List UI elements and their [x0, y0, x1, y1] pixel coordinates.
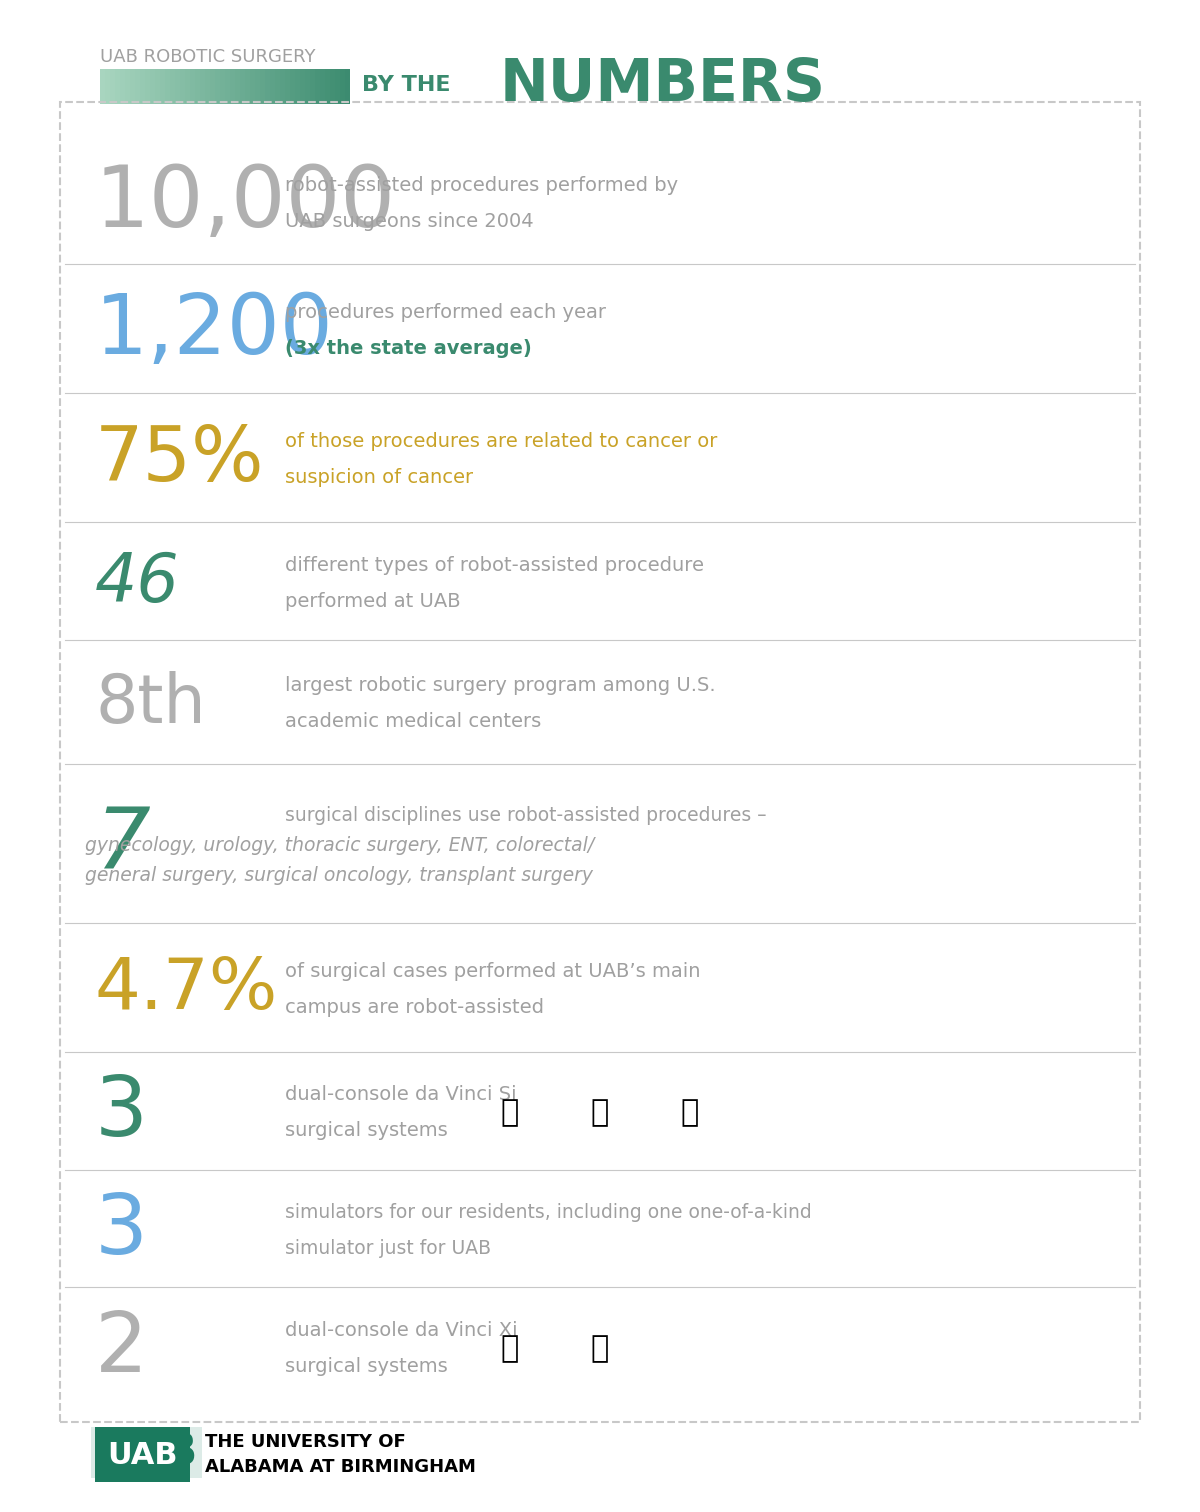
Bar [320, 70, 325, 104]
Text: 8th: 8th [95, 671, 205, 736]
Bar [134, 70, 140, 104]
Bar [125, 70, 130, 104]
Bar [194, 70, 200, 104]
Bar [335, 70, 340, 104]
Text: THE UNIVERSITY OF: THE UNIVERSITY OF [205, 1433, 406, 1452]
Text: UAB: UAB [95, 1430, 198, 1474]
Text: ALABAMA AT BIRMINGHAM: ALABAMA AT BIRMINGHAM [205, 1458, 476, 1476]
Bar [175, 70, 180, 104]
Text: 75%: 75% [95, 423, 265, 497]
Text: 2: 2 [95, 1308, 148, 1388]
Text: UAB ROBOTIC SURGERY: UAB ROBOTIC SURGERY [100, 48, 316, 67]
Bar [240, 70, 245, 104]
Bar [325, 70, 330, 104]
Bar [286, 70, 290, 104]
Text: 7: 7 [95, 803, 150, 886]
Bar [275, 70, 280, 104]
Bar [310, 70, 314, 104]
Bar [166, 70, 170, 104]
Text: dual-console da Vinci Xi: dual-console da Vinci Xi [286, 1320, 517, 1340]
Bar [295, 70, 300, 104]
Bar [230, 70, 235, 104]
Bar [314, 70, 320, 104]
Bar [340, 70, 346, 104]
Bar [190, 70, 194, 104]
Bar [330, 70, 335, 104]
Bar [290, 70, 295, 104]
Bar [106, 70, 110, 104]
Bar [130, 70, 134, 104]
Bar [140, 70, 145, 104]
Bar [155, 70, 160, 104]
Text: BY THE: BY THE [362, 76, 450, 95]
Text: surgical systems: surgical systems [286, 1122, 448, 1140]
Text: simulators for our residents, including one one-of-a-kind: simulators for our residents, including … [286, 1204, 811, 1222]
Text: (3x the state average): (3x the state average) [286, 339, 532, 358]
Bar [215, 70, 220, 104]
Bar [260, 70, 265, 104]
Text: 3: 3 [95, 1072, 148, 1154]
Text: simulator just for UAB: simulator just for UAB [286, 1238, 491, 1258]
Text: 10,000: 10,000 [95, 162, 396, 245]
Bar [280, 70, 286, 104]
Text: performed at UAB: performed at UAB [286, 591, 461, 611]
Text: 🤖: 🤖 [590, 1334, 608, 1362]
Bar [160, 70, 166, 104]
Bar [115, 70, 120, 104]
Text: surgical systems: surgical systems [286, 1356, 448, 1376]
Bar [145, 70, 150, 104]
Bar [150, 70, 155, 104]
Text: campus are robot-assisted: campus are robot-assisted [286, 998, 544, 1016]
Text: 4.7%: 4.7% [95, 954, 278, 1024]
Bar [300, 70, 305, 104]
Bar [170, 70, 175, 104]
Bar [235, 70, 240, 104]
Text: of surgical cases performed at UAB’s main: of surgical cases performed at UAB’s mai… [286, 962, 701, 981]
Text: 🤖: 🤖 [500, 1098, 518, 1128]
Bar [254, 70, 260, 104]
Bar [305, 70, 310, 104]
Bar [100, 70, 106, 104]
Bar [245, 70, 250, 104]
Text: largest robotic surgery program among U.S.: largest robotic surgery program among U.… [286, 676, 715, 696]
Text: gynecology, urology, thoracic surgery, ENT, colorectal/: gynecology, urology, thoracic surgery, E… [85, 836, 594, 854]
Bar [226, 70, 230, 104]
Text: academic medical centers: academic medical centers [286, 712, 541, 732]
Bar [346, 70, 350, 104]
Text: surgical disciplines use robot-assisted procedures –: surgical disciplines use robot-assisted … [286, 806, 767, 824]
Text: procedures performed each year: procedures performed each year [286, 302, 606, 322]
Text: 🤖: 🤖 [590, 1098, 608, 1128]
Text: NUMBERS: NUMBERS [500, 56, 826, 113]
Text: UAB: UAB [107, 1441, 178, 1470]
Bar [180, 70, 185, 104]
Bar [270, 70, 275, 104]
Text: 🤖: 🤖 [680, 1098, 698, 1128]
Bar [210, 70, 215, 104]
Bar [110, 70, 115, 104]
Bar [120, 70, 125, 104]
Bar [205, 70, 210, 104]
Text: of those procedures are related to cancer or: of those procedures are related to cance… [286, 432, 718, 451]
Text: 46: 46 [95, 550, 180, 617]
Bar [185, 70, 190, 104]
Text: 3: 3 [95, 1190, 148, 1272]
Text: different types of robot-assisted procedure: different types of robot-assisted proced… [286, 556, 704, 575]
Text: robot-assisted procedures performed by: robot-assisted procedures performed by [286, 177, 678, 195]
Bar [265, 70, 270, 104]
Text: 1,200: 1,200 [95, 290, 334, 370]
Text: suspicion of cancer: suspicion of cancer [286, 469, 473, 487]
Bar [200, 70, 205, 104]
Bar [250, 70, 254, 104]
Bar [220, 70, 226, 104]
Text: general surgery, surgical oncology, transplant surgery: general surgery, surgical oncology, tran… [85, 865, 593, 885]
Text: UAB surgeons since 2004: UAB surgeons since 2004 [286, 212, 534, 231]
FancyBboxPatch shape [95, 1427, 190, 1482]
Text: dual-console da Vinci Si: dual-console da Vinci Si [286, 1086, 517, 1104]
Text: 🤖: 🤖 [500, 1334, 518, 1362]
